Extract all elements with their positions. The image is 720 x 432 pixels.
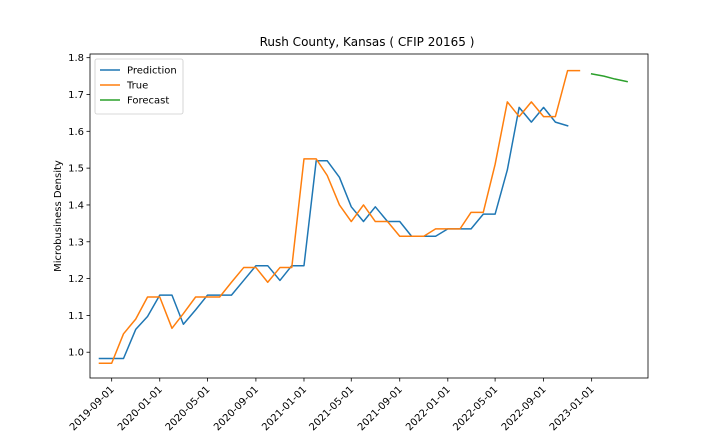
x-tick-label: 2021-09-01 bbox=[356, 384, 405, 432]
series-line-true bbox=[98, 69, 581, 365]
y-tick-label: 1.2 bbox=[68, 274, 84, 285]
legend: Prediction True Forecast bbox=[94, 58, 184, 115]
x-tick-label: 2022-01-01 bbox=[404, 384, 453, 432]
y-tick-label: 1.6 bbox=[68, 127, 84, 138]
legend-label: True bbox=[126, 81, 148, 92]
legend-label: Prediction bbox=[127, 66, 177, 77]
y-tick-label: 1.5 bbox=[68, 164, 84, 175]
x-tick-label: 2019-09-01 bbox=[68, 384, 117, 432]
y-tick-label: 1.1 bbox=[68, 311, 84, 322]
x-tick-label: 2022-09-01 bbox=[500, 384, 549, 432]
x-tick-label: 2021-01-01 bbox=[260, 384, 309, 432]
y-tick-label: 1.4 bbox=[68, 200, 84, 211]
x-tick-label: 2020-01-01 bbox=[116, 384, 165, 432]
plot-area-frame bbox=[89, 53, 649, 379]
x-tick-label: 2020-09-01 bbox=[212, 384, 261, 432]
x-tick-label: 2020-05-01 bbox=[164, 384, 213, 432]
y-tick-label: 1.7 bbox=[68, 90, 84, 101]
series-line-forecast bbox=[590, 73, 628, 83]
y-tick-label: 1.8 bbox=[68, 53, 84, 64]
x-tick-label: 2021-05-01 bbox=[308, 384, 357, 432]
legend-label: Forecast bbox=[127, 96, 169, 107]
y-tick-label: 1.0 bbox=[68, 348, 84, 359]
x-tick-label: 2023-01-01 bbox=[548, 384, 597, 432]
chart-title: Rush County, Kansas ( CFIP 20165 ) bbox=[260, 35, 475, 49]
y-axis-label: Microbusiness Density bbox=[53, 160, 64, 272]
x-tick-label: 2022-05-01 bbox=[451, 384, 500, 432]
series-lines bbox=[98, 69, 628, 365]
series-line-prediction bbox=[98, 106, 569, 360]
y-tick-label: 1.3 bbox=[68, 237, 84, 248]
